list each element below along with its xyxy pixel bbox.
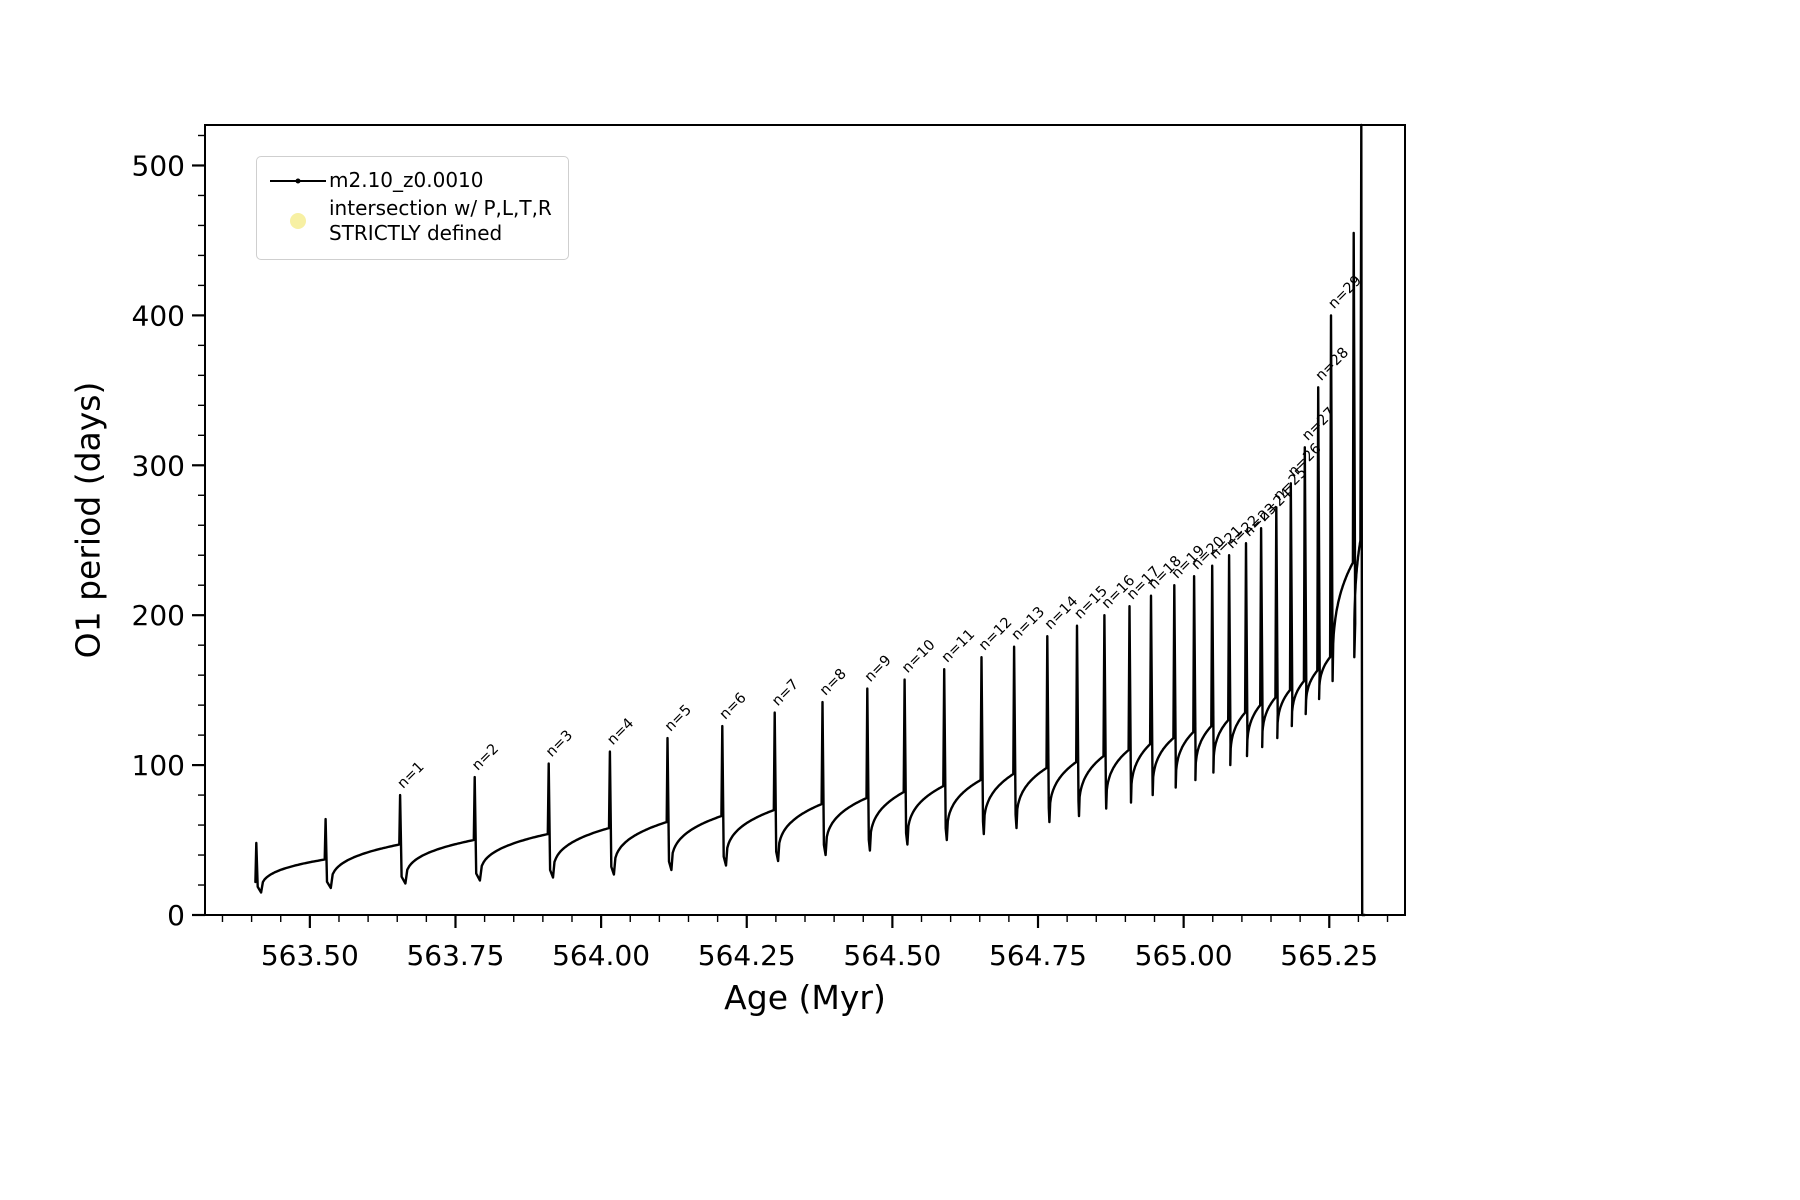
- line-dot-marker-icon: [267, 178, 329, 183]
- y-tick-label: 100: [132, 749, 185, 782]
- pulse-annotation: n=29: [1326, 273, 1365, 312]
- x-tick-label: 565.25: [1280, 939, 1378, 972]
- pulse-annotation: n=13: [1009, 604, 1048, 643]
- y-tick-label: 200: [132, 599, 185, 632]
- legend-intersection-label: intersection w/ P,L,T,R STRICTLY defined: [329, 196, 552, 246]
- y-tick-label: 0: [167, 899, 185, 932]
- pulse-annotation: n=3: [543, 727, 576, 760]
- legend-series-label: m2.10_z0.0010: [329, 168, 484, 192]
- x-tick-label: 564.75: [989, 939, 1087, 972]
- legend-intersection-line2: STRICTLY defined: [329, 221, 503, 245]
- x-tick-label: 564.50: [843, 939, 941, 972]
- pulse-annotation: n=8: [817, 666, 850, 699]
- pulse-annotation: n=1: [395, 759, 428, 792]
- pulse-annotation: n=2: [469, 741, 502, 774]
- x-tick-label: 564.25: [698, 939, 796, 972]
- y-tick-label: 500: [132, 149, 185, 182]
- legend-entry-series: m2.10_z0.0010: [267, 168, 552, 193]
- y-tick-label: 300: [132, 449, 185, 482]
- pulse-annotation: n=11: [939, 627, 978, 666]
- pulse-annotation: n=5: [662, 702, 695, 735]
- x-tick-label: 564.00: [552, 939, 650, 972]
- y-axis-label: O1 period (days): [68, 381, 108, 659]
- legend: m2.10_z0.0010 intersection w/ P,L,T,R ST…: [256, 156, 569, 260]
- pulse-annotation: n=4: [604, 715, 637, 748]
- pulse-annotation: n=9: [862, 653, 895, 686]
- pulse-annotation: n=6: [717, 690, 750, 723]
- x-tick-label: 563.75: [406, 939, 504, 972]
- series-curve: [254, 123, 1366, 917]
- legend-intersection-line1: intersection w/ P,L,T,R: [329, 196, 552, 220]
- x-tick-label: 565.00: [1135, 939, 1233, 972]
- pulse-annotation: n=10: [899, 637, 938, 676]
- x-tick-label: 563.50: [261, 939, 359, 972]
- y-tick-label: 400: [132, 299, 185, 332]
- pulse-annotation: n=7: [769, 677, 802, 710]
- legend-entry-intersection: intersection w/ P,L,T,R STRICTLY defined: [267, 196, 552, 246]
- intersection-dot-icon: [267, 213, 329, 229]
- x-axis-label: Age (Myr): [724, 978, 886, 1017]
